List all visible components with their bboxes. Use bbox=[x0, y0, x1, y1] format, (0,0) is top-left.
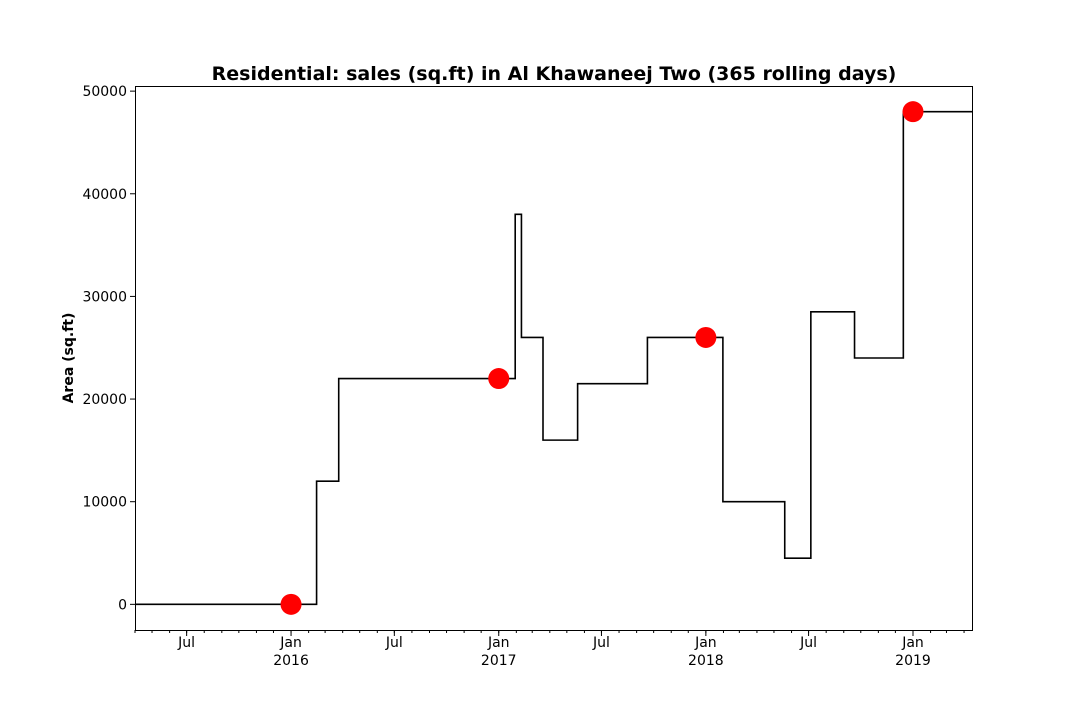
data-point-marker bbox=[488, 368, 510, 390]
x-tick-year-label: 2019 bbox=[895, 653, 931, 669]
x-tick-label: Jan bbox=[901, 635, 924, 651]
x-tick-label: Jul bbox=[385, 635, 403, 651]
x-tick-year-label: 2016 bbox=[273, 653, 309, 669]
plot-frame bbox=[135, 86, 973, 631]
y-tick-label: 0 bbox=[118, 597, 127, 613]
y-tick-label: 30000 bbox=[82, 289, 127, 305]
x-tick-label: Jul bbox=[592, 635, 610, 651]
y-axis: 0 10000 20000 30000 40000 50000 bbox=[82, 84, 135, 613]
series-layer bbox=[135, 110, 972, 606]
chart-title: Residential: sales (sq.ft) in Al Khawane… bbox=[212, 63, 897, 85]
marker-layer bbox=[280, 101, 924, 615]
y-tick-label: 50000 bbox=[82, 84, 127, 100]
y-axis-label: Area (sq.ft) bbox=[61, 313, 77, 404]
y-tick-label: 20000 bbox=[82, 392, 127, 408]
x-tick-label: Jul bbox=[177, 635, 195, 651]
x-tick-year-label: 2017 bbox=[481, 653, 517, 669]
y-tick-label: 40000 bbox=[82, 187, 127, 203]
data-point-marker bbox=[695, 326, 717, 348]
x-axis: Jul Jan 2016 Jul Jan 2017 Jul Jan 2018 Jul Jan 2019 bbox=[134, 630, 965, 669]
data-point-marker bbox=[902, 101, 924, 123]
x-tick-label: Jul bbox=[799, 635, 817, 651]
x-tick-label: Jan bbox=[279, 635, 302, 651]
x-tick-label: Jan bbox=[694, 635, 717, 651]
y-tick-label: 10000 bbox=[82, 495, 127, 511]
x-tick-label: Jan bbox=[487, 635, 510, 651]
data-point-marker bbox=[280, 593, 302, 615]
x-tick-year-label: 2018 bbox=[688, 653, 724, 669]
series-line bbox=[135, 110, 972, 606]
